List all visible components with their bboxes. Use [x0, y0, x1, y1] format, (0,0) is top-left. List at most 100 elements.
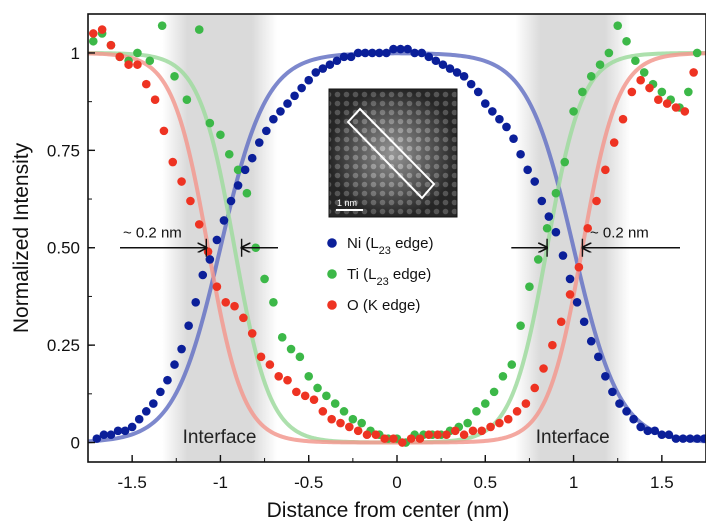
point-s0-19: [226, 196, 236, 206]
point-s0-27: [283, 99, 292, 108]
y-tick-label-1: 0.25: [47, 336, 80, 355]
point-s0-7: [141, 407, 151, 416]
point-s0-76: [629, 414, 638, 424]
point-s0-50: [445, 64, 455, 73]
point-s2-9: [168, 157, 178, 167]
point-s0-70: [586, 336, 596, 346]
point-s0-35: [339, 52, 349, 62]
point-s2-62: [636, 75, 645, 85]
x-tick-label-3: 0: [392, 473, 401, 492]
point-s1-53: [578, 87, 587, 97]
point-s0-16: [205, 255, 215, 264]
point-s1-49: [542, 223, 552, 233]
point-s0-56: [488, 107, 497, 116]
point-s1-13: [224, 149, 234, 159]
inset-box: [346, 107, 436, 200]
point-s2-29: [345, 422, 354, 432]
point-s2-10: [177, 177, 186, 186]
point-s2-35: [397, 438, 407, 447]
point-s2-12: [194, 220, 204, 229]
point-s0-57: [495, 114, 504, 124]
point-s1-21: [295, 352, 305, 362]
data-points: [88, 21, 706, 447]
point-s2-14: [212, 282, 222, 291]
point-s0-12: [177, 344, 186, 354]
point-s0-30: [304, 75, 314, 85]
point-s2-11: [186, 196, 195, 206]
point-s0-32: [318, 64, 328, 73]
point-s0-80: [657, 430, 667, 440]
point-s1-46: [516, 321, 525, 330]
point-s2-51: [539, 364, 548, 373]
point-s1-45: [507, 360, 517, 369]
point-s1-8: [170, 72, 179, 81]
point-s0-73: [608, 387, 617, 397]
point-s1-23: [313, 383, 322, 393]
point-s0-77: [636, 422, 645, 432]
point-s0-28: [290, 91, 299, 101]
point-s0-55: [480, 99, 490, 108]
point-s2-21: [274, 371, 283, 381]
point-s0-31: [311, 68, 321, 77]
point-s0-62: [530, 177, 540, 186]
point-s0-13: [184, 321, 193, 330]
point-s0-43: [396, 44, 405, 54]
point-s1-65: [684, 87, 693, 97]
point-s2-66: [671, 103, 681, 112]
point-s0-11: [170, 360, 179, 369]
point-s1-50: [551, 188, 561, 198]
point-s0-39: [367, 48, 377, 58]
x-axis: -1.5 -1 -0.5 0 0.5 1 1.5: [87, 455, 706, 492]
point-s2-60: [618, 114, 628, 124]
point-s0-22: [247, 153, 257, 163]
point-s2-63: [645, 83, 654, 93]
point-s2-34: [389, 434, 398, 443]
point-s0-21: [240, 165, 250, 175]
point-s2-26: [318, 407, 328, 416]
point-s1-54: [586, 72, 596, 81]
point-s2-31: [362, 430, 372, 440]
point-s0-41: [382, 48, 391, 58]
point-s0-85: [692, 434, 702, 443]
point-s0-64: [544, 212, 554, 221]
point-s1-42: [480, 399, 490, 408]
point-s2-24: [300, 391, 310, 401]
point-s2-43: [468, 426, 478, 436]
point-s0-14: [191, 297, 201, 307]
y-tick-label-0: 0: [71, 434, 80, 453]
point-s2-55: [574, 262, 584, 272]
point-s1-62: [657, 87, 667, 97]
point-s0-79: [650, 426, 660, 436]
inset-stem-image: 1 nm: [328, 88, 458, 218]
point-s1-9: [182, 95, 192, 105]
point-s2-52: [548, 340, 557, 350]
point-s2-39: [433, 430, 442, 440]
point-s0-69: [579, 317, 589, 327]
point-s2-2: [106, 40, 116, 50]
point-s2-42: [459, 430, 469, 440]
point-s0-54: [473, 87, 483, 97]
point-s0-66: [558, 251, 568, 260]
point-s0-51: [452, 68, 462, 77]
point-s2-65: [662, 99, 672, 108]
point-s2-68: [689, 68, 698, 77]
point-s0-74: [615, 399, 624, 408]
legend-marker-0: [327, 238, 337, 248]
point-s2-5: [133, 60, 142, 69]
point-s2-46: [495, 418, 504, 428]
point-s0-2: [106, 430, 116, 440]
point-s2-20: [265, 360, 275, 369]
anno-text-1: ~ 0.2 nm: [590, 225, 649, 242]
point-s1-43: [489, 387, 499, 397]
point-s2-13: [203, 247, 213, 256]
point-s2-57: [592, 196, 601, 206]
point-s1-18: [269, 297, 278, 307]
point-s0-37: [353, 48, 363, 58]
y-tick-label-3: 0.75: [47, 141, 80, 160]
point-s0-29: [297, 83, 306, 93]
point-s0-59: [509, 134, 518, 143]
point-s1-20: [286, 344, 296, 354]
point-s1-51: [560, 157, 570, 167]
point-s2-54: [565, 290, 575, 299]
point-s2-56: [583, 223, 592, 233]
